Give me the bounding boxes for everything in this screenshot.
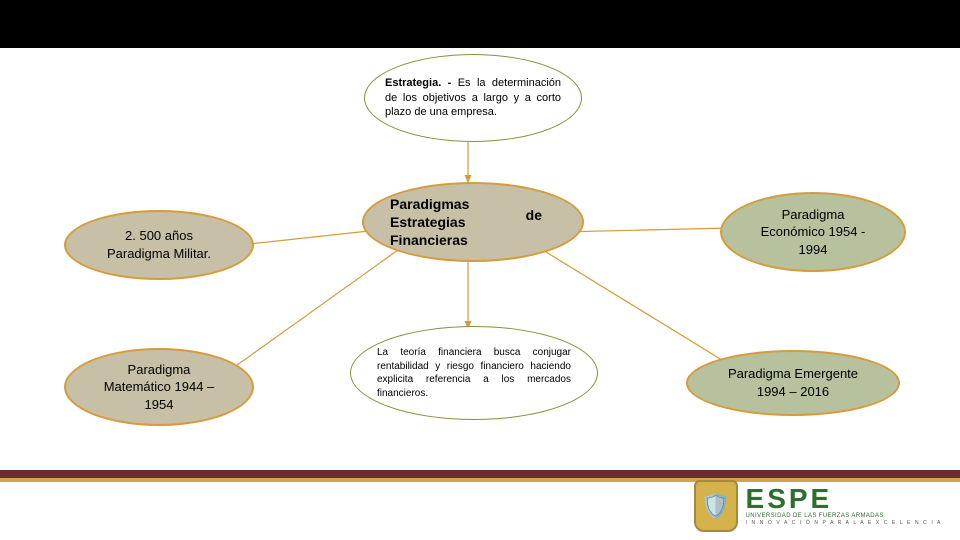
logo-text-block: ESPE UNIVERSIDAD DE LAS FUERZAS ARMADAS … (746, 486, 942, 526)
footer-logo: 🛡️ ESPE UNIVERSIDAD DE LAS FUERZAS ARMAD… (694, 480, 942, 532)
logo-big: ESPE (746, 486, 942, 511)
logo-line2: I N N O V A C I Ó N P A R A L A E X C E … (746, 520, 942, 526)
logo-shield-icon: 🛡️ (694, 480, 738, 532)
node-estrategia: Estrategia. - Es la determinación de los… (364, 54, 582, 142)
node-matematico: ParadigmaMatemático 1944 –1954 (64, 348, 254, 426)
node-center-de: de (526, 206, 542, 225)
node-teoria-financiera-text: La teoría financiera busca conjugar rent… (377, 346, 571, 400)
footer-stripe-dark (0, 470, 960, 478)
node-matematico-text: ParadigmaMatemático 1944 –1954 (104, 361, 215, 414)
node-emergente: Paradigma Emergente1994 – 2016 (686, 350, 900, 416)
top-black-bar (0, 0, 960, 48)
logo-line1: UNIVERSIDAD DE LAS FUERZAS ARMADAS (746, 513, 942, 519)
node-emergente-text: Paradigma Emergente1994 – 2016 (728, 365, 858, 400)
node-center: ParadigmasEstrategiasFinancieras de (362, 182, 584, 262)
node-militar-text: 2. 500 añosParadigma Militar. (107, 227, 211, 262)
node-estrategia-text: Estrategia. - Es la determinación de los… (385, 76, 561, 121)
node-economico-text: ParadigmaEconómico 1954 -1994 (761, 206, 866, 259)
node-teoria-financiera: La teoría financiera busca conjugar rent… (350, 326, 598, 420)
node-center-title: ParadigmasEstrategiasFinancieras (390, 195, 469, 250)
node-economico: ParadigmaEconómico 1954 -1994 (720, 192, 906, 272)
node-militar: 2. 500 añosParadigma Militar. (64, 210, 254, 280)
